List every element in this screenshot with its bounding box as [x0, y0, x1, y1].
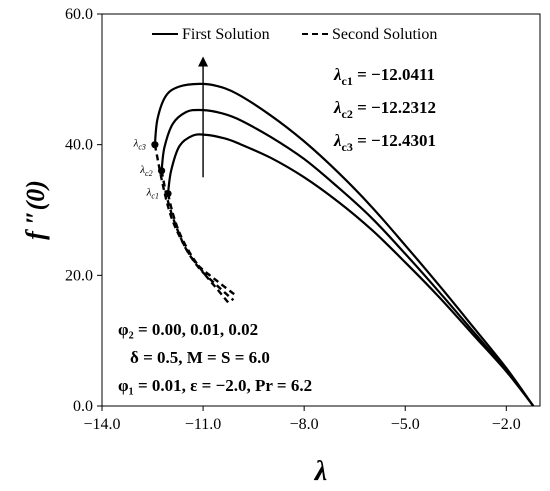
critical-value-annotation: λc3 = −12.4301 — [333, 131, 436, 154]
critical-point-label: λc2 — [139, 164, 152, 178]
critical-value-annotation: λc1 = −12.0411 — [333, 65, 435, 88]
legend: First Solution Second Solution — [152, 26, 437, 43]
y-tick-label: 40.0 — [65, 137, 93, 154]
x-tick-label: −11.0 — [185, 416, 221, 433]
tick-labels: −14.0 −11.0 −8.0 −5.0 −2.0 0.0 20.0 40.0 60.0 — [65, 6, 521, 433]
plot-area — [151, 56, 535, 407]
x-tick-label: −5.0 — [391, 416, 420, 433]
critical-value-annotation: λc2 = −12.2312 — [333, 98, 436, 121]
series-line-6-second — [153, 144, 238, 298]
arrow-head — [198, 56, 209, 67]
critical-point-marker — [151, 141, 159, 149]
x-tick-label: −14.0 — [83, 416, 120, 433]
plot-frame — [101, 13, 541, 407]
critical-point-label: λc1 — [146, 187, 159, 201]
x-tick-label: −2.0 — [492, 416, 521, 433]
y-tick-label: 20.0 — [65, 267, 93, 284]
parameter-annotation: φ₁ = 0.01, ε = −2.0, Pr = 6.2 — [118, 376, 312, 395]
critical-point-marker — [157, 167, 166, 175]
series-line-3-first — [166, 133, 535, 407]
parameter-annotation: φ₂ = 0.00, 0.01, 0.02 — [118, 320, 258, 339]
y-tick-label: 60.0 — [65, 6, 93, 23]
y-tick-label: 0.0 — [73, 398, 93, 415]
x-axis-label: λ — [314, 456, 327, 487]
series-line-1-first — [160, 108, 535, 407]
legend-label-first: First Solution — [182, 26, 270, 43]
series-line-2-first — [153, 82, 535, 407]
critical-point-label: λc3 — [133, 138, 146, 152]
y-axis-label: f ″(0) — [21, 180, 50, 240]
legend-label-second: Second Solution — [332, 26, 437, 43]
series-line-5-second — [160, 170, 235, 302]
x-tick-label: −8.0 — [290, 416, 319, 433]
critical-point-marker — [164, 190, 172, 198]
parameter-annotation: δ = 0.5, M = S = 6.0 — [130, 348, 270, 367]
axes: λ f ″(0) — [21, 13, 541, 487]
annotations: λc3 λc2 λc1 λc1 = −12.0411 λc2 = −12.2312 λc3… — [118, 65, 436, 395]
